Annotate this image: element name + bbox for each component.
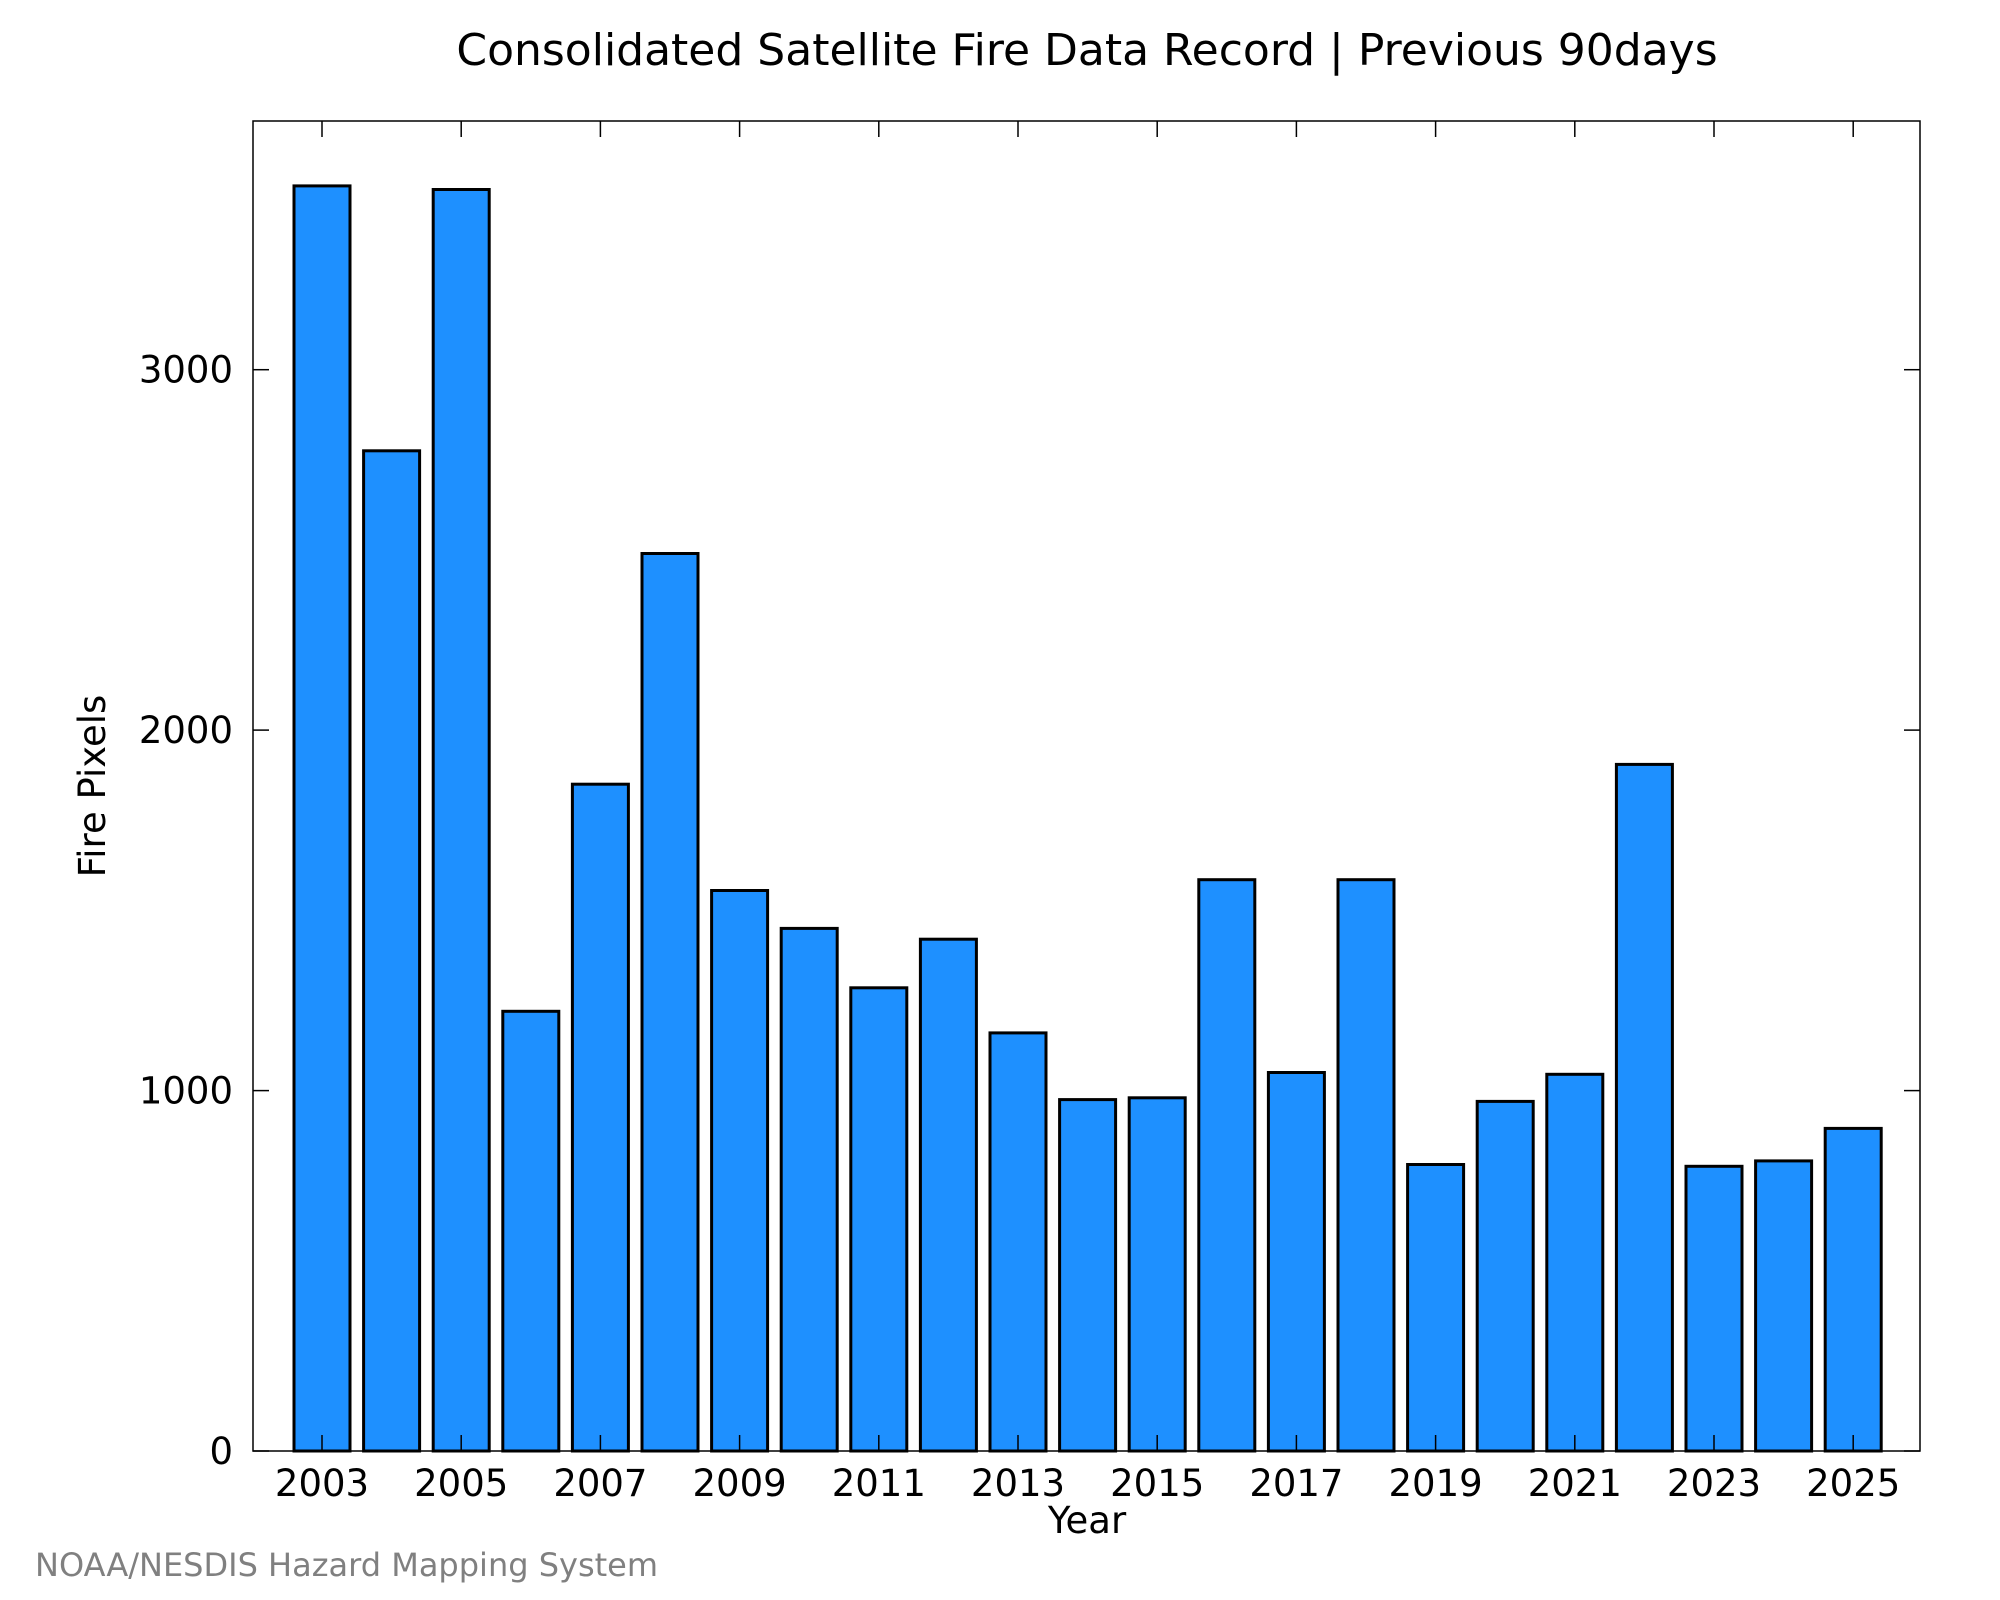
x-tick-label-2023: 2023 <box>1667 1462 1761 1505</box>
x-tick-label-2011: 2011 <box>832 1462 926 1505</box>
bar-2003 <box>292 184 352 1453</box>
source-note: NOAA/NESDIS Hazard Mapping System <box>35 1546 658 1584</box>
x-axis-ticks: 2003 2005 2007 2009 2011 2013 2015 2017 2019 2021… <box>275 121 1900 1505</box>
bar-2012 <box>918 937 978 1453</box>
bar-2011 <box>849 986 909 1453</box>
bar-2015 <box>1127 1096 1187 1453</box>
bar-2009 <box>710 889 770 1453</box>
bar-2025 <box>1823 1126 1883 1453</box>
x-tick-label-2003: 2003 <box>275 1462 369 1505</box>
bar-2007 <box>570 782 630 1453</box>
y-tick-label-1000: 1000 <box>139 1070 233 1113</box>
bar-2013 <box>988 1031 1048 1453</box>
y-tick-label-0: 0 <box>209 1430 233 1473</box>
x-tick-label-2007: 2007 <box>553 1462 647 1505</box>
bar-2024 <box>1754 1159 1814 1453</box>
bar-2017 <box>1266 1071 1326 1453</box>
bar-2020 <box>1475 1099 1535 1453</box>
bar-2022 <box>1614 762 1674 1453</box>
bars-group <box>292 184 1883 1453</box>
bar-2023 <box>1684 1164 1744 1453</box>
bar-2004 <box>362 449 422 1453</box>
x-tick-label-2019: 2019 <box>1389 1462 1483 1505</box>
y-tick-label-3000: 3000 <box>139 349 233 392</box>
x-tick-label-2009: 2009 <box>693 1462 787 1505</box>
bar-2005 <box>431 188 491 1453</box>
y-tick-label-2000: 2000 <box>139 709 233 752</box>
x-tick-label-2021: 2021 <box>1528 1462 1622 1505</box>
bar-2019 <box>1406 1163 1466 1453</box>
bar-2016 <box>1197 878 1257 1453</box>
x-tick-label-2025: 2025 <box>1806 1462 1900 1505</box>
x-tick-label-2005: 2005 <box>414 1462 508 1505</box>
x-axis-label: Year <box>1047 1499 1127 1542</box>
x-tick-label-2015: 2015 <box>1110 1462 1204 1505</box>
x-tick-label-2013: 2013 <box>971 1462 1065 1505</box>
x-tick-label-2017: 2017 <box>1249 1462 1343 1505</box>
y-axis-label: Fire Pixels <box>71 695 114 878</box>
bar-2008 <box>640 552 700 1453</box>
bar-2021 <box>1545 1072 1605 1453</box>
bar-2014 <box>1058 1098 1118 1453</box>
bar-2018 <box>1336 878 1396 1453</box>
bar-2010 <box>779 926 839 1453</box>
y-axis-ticks: 0 1000 2000 3000 <box>139 349 1920 1473</box>
bar-2006 <box>501 1009 561 1453</box>
chart-title: Consolidated Satellite Fire Data Record … <box>456 25 1717 76</box>
